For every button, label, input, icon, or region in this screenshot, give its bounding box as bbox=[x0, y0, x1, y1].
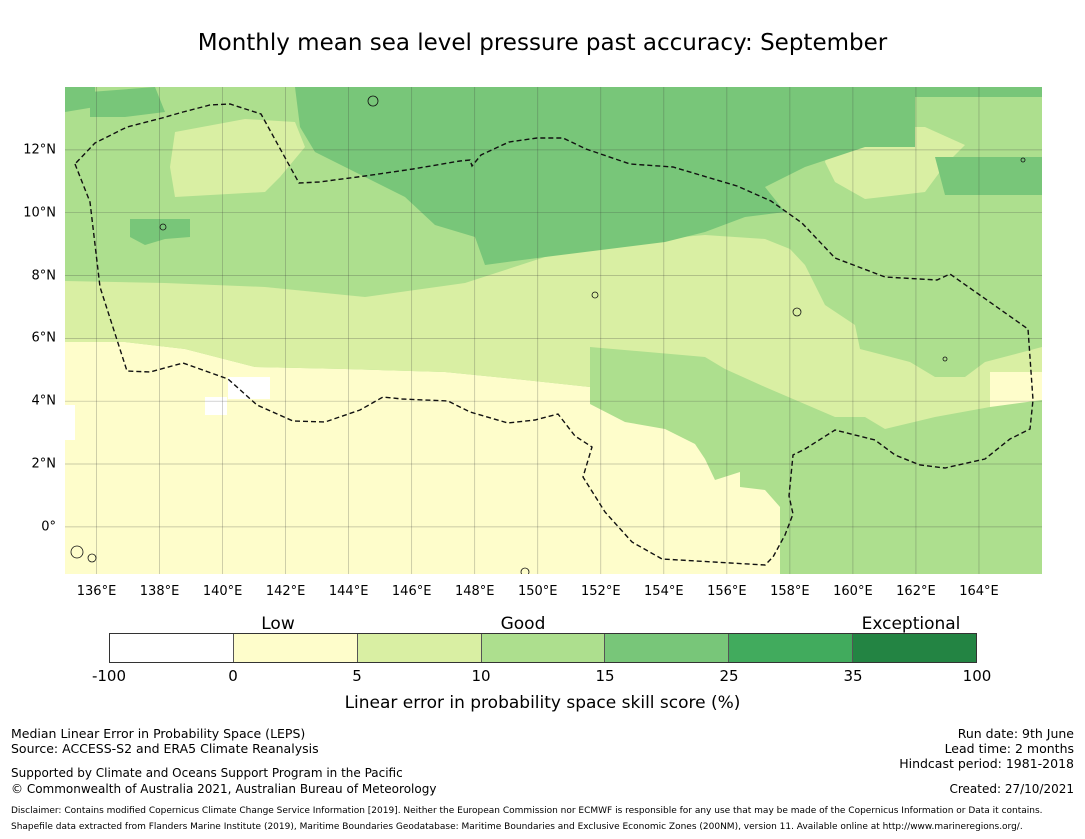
latitude-tick-label: 12°N bbox=[23, 142, 56, 158]
longitude-tick-label: 146°E bbox=[391, 584, 432, 599]
legend-category-good: Good bbox=[500, 614, 546, 634]
footer-copyright: © Commonwealth of Australia 2021, Austra… bbox=[11, 782, 437, 796]
footer-source: Source: ACCESS-S2 and ERA5 Climate Reana… bbox=[11, 741, 319, 756]
longitude-tick-label: 152°E bbox=[581, 584, 621, 599]
island-outline bbox=[1020, 157, 1026, 163]
coastline bbox=[70, 95, 1026, 574]
island-outline bbox=[591, 291, 599, 299]
colorbar-tick-label: -100 bbox=[91, 667, 127, 685]
colorbar-tick-label: 5 bbox=[352, 667, 362, 685]
skill-region-15-25-w bbox=[130, 219, 190, 245]
colorbar-segment bbox=[357, 634, 482, 662]
legend-category-exceptional: Exceptional bbox=[861, 614, 961, 634]
longitude-tick-label: 150°E bbox=[517, 584, 558, 599]
colorbar-tick-label: 15 bbox=[595, 667, 615, 685]
colorbar-segment bbox=[481, 634, 606, 662]
map-area bbox=[65, 87, 1042, 574]
lead-time: Lead time: 2 months bbox=[944, 741, 1074, 756]
legend-category-low: Low bbox=[261, 614, 295, 634]
skill-region-15-25-ne bbox=[935, 157, 1042, 195]
colorbar-tick-label: 10 bbox=[471, 667, 491, 685]
longitude-tick-label: 144°E bbox=[328, 584, 369, 599]
island-outline bbox=[792, 307, 802, 317]
skill-region-5-10-nw bbox=[170, 119, 305, 197]
shapefile-credit: Shapefile data extracted from Flanders M… bbox=[11, 822, 1023, 832]
colorbar-tick-label: 25 bbox=[719, 667, 739, 685]
skill-region-15-25-nw2 bbox=[90, 87, 165, 117]
longitude-tick-label: 142°E bbox=[265, 584, 306, 599]
latitude-tick-label: 0° bbox=[41, 519, 56, 535]
colorbar-segment bbox=[853, 634, 977, 662]
latitude-tick-label: 4°N bbox=[31, 393, 57, 409]
island-outline bbox=[520, 567, 530, 574]
latitude-tick-label: 6°N bbox=[31, 330, 57, 346]
skill-cell-below-0 bbox=[205, 397, 227, 415]
colorbar-tick-label: 35 bbox=[843, 667, 863, 685]
graticule bbox=[65, 87, 1042, 574]
island-outline bbox=[87, 553, 97, 563]
colorbar bbox=[109, 633, 977, 663]
longitude-tick-label: 162°E bbox=[896, 584, 936, 599]
colorbar-label: Linear error in probability space skill … bbox=[344, 693, 741, 713]
skill-cell-below-0 bbox=[228, 377, 270, 399]
longitude-tick-label: 158°E bbox=[770, 584, 810, 599]
longitude-tick-label: 164°E bbox=[959, 584, 999, 599]
longitude-tick-label: 136°E bbox=[76, 584, 117, 599]
latitude-tick-label: 10°N bbox=[23, 205, 56, 221]
colorbar-segment bbox=[605, 634, 730, 662]
colorbar-segment bbox=[729, 634, 854, 662]
skill-region-0-5-east bbox=[990, 372, 1042, 407]
eez-boundary bbox=[74, 103, 1034, 566]
latitude-tick-label: 2°N bbox=[31, 456, 57, 472]
island-outline bbox=[942, 356, 948, 362]
island-outline bbox=[70, 545, 84, 559]
skill-cell-below-0 bbox=[65, 405, 75, 440]
longitude-tick-label: 138°E bbox=[139, 584, 180, 599]
island-outline bbox=[159, 223, 167, 231]
latitude-tick-label: 8°N bbox=[31, 268, 57, 284]
longitude-tick-label: 154°E bbox=[644, 584, 684, 599]
footer-support: Supported by Climate and Oceans Support … bbox=[11, 766, 403, 780]
colorbar-tick-label: 100 bbox=[962, 667, 992, 685]
chart-title: Monthly mean sea level pressure past acc… bbox=[197, 30, 888, 56]
run-date: Run date: 9th June bbox=[957, 726, 1074, 741]
longitude-tick-label: 156°E bbox=[707, 584, 747, 599]
skill-region-0-5 bbox=[65, 342, 780, 574]
colorbar-tick-label: 0 bbox=[228, 667, 238, 685]
skill-field bbox=[65, 87, 1042, 574]
skill-region-15-25-nw bbox=[65, 87, 95, 112]
skill-region-5-10 bbox=[65, 235, 1042, 429]
longitude-tick-label: 148°E bbox=[454, 584, 495, 599]
colorbar-segment bbox=[110, 634, 234, 662]
disclaimer: Disclaimer: Contains modified Copernicus… bbox=[11, 806, 1043, 816]
hindcast-period: Hindcast period: 1981-2018 bbox=[899, 756, 1074, 771]
skill-region-15-25 bbox=[295, 87, 1042, 265]
created-date: Created: 27/10/2021 bbox=[949, 782, 1074, 796]
island-outline bbox=[367, 95, 379, 107]
footer-method: Median Linear Error in Probability Space… bbox=[11, 726, 306, 741]
longitude-tick-label: 160°E bbox=[833, 584, 873, 599]
skill-score-map bbox=[65, 87, 1042, 574]
longitude-tick-label: 140°E bbox=[202, 584, 243, 599]
colorbar-segment bbox=[233, 634, 358, 662]
